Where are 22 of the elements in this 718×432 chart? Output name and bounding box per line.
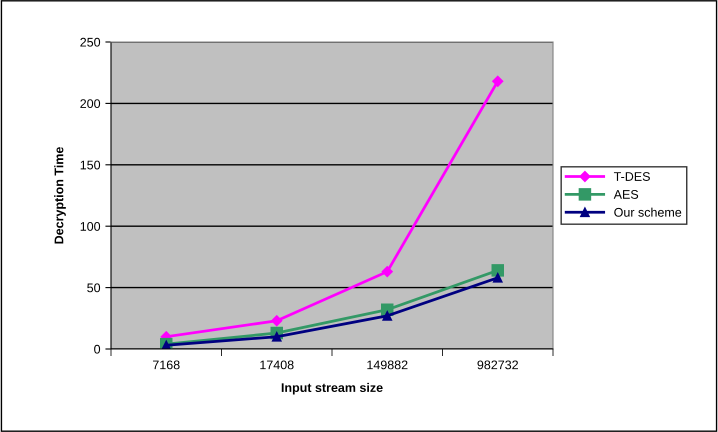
point	[492, 76, 504, 87]
x-axis-title: Input stream size	[282, 382, 383, 395]
y-tick-label: 200	[80, 99, 100, 108]
point	[492, 264, 504, 277]
point	[492, 272, 503, 283]
point	[382, 310, 392, 321]
y-tick-label: 250	[80, 38, 100, 47]
y-axis-title: Decryption Time	[54, 147, 66, 244]
y-tick-label: 50	[87, 283, 100, 292]
point	[382, 266, 393, 278]
y-tick-label: 100	[80, 222, 100, 231]
x-tick-label: 149882	[367, 360, 408, 370]
x-tick-label: 7168	[152, 360, 180, 370]
y-tick-label: 150	[80, 160, 100, 170]
x-tick-label: 982732	[477, 360, 518, 370]
x-tick-label: 17408	[260, 360, 294, 370]
legend-label: Our scheme	[614, 208, 682, 217]
point	[272, 332, 282, 342]
y-tick-label: 0	[94, 344, 100, 354]
legend-label: AES	[614, 190, 638, 199]
legend-label: T-DES	[614, 172, 650, 181]
point	[271, 315, 282, 326]
